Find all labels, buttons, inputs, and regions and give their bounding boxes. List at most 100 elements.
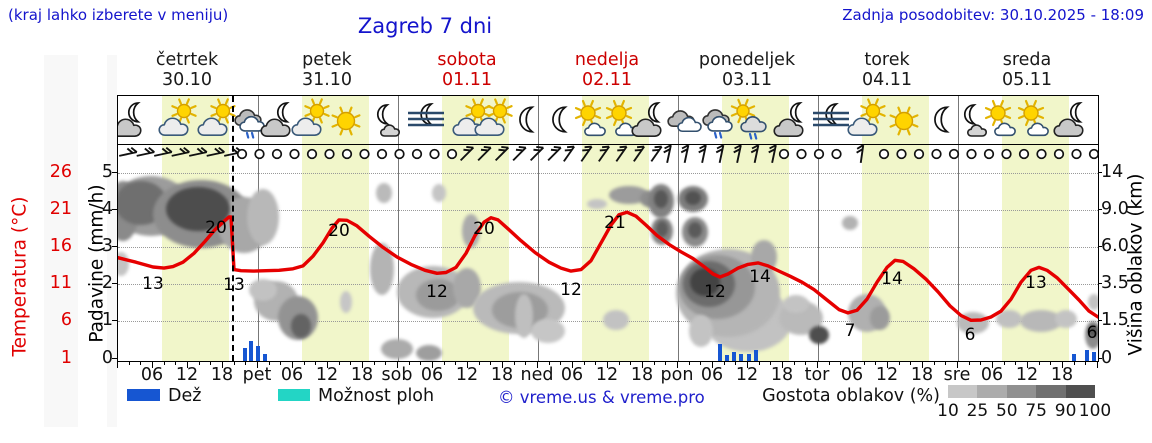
cloud-density-scale-value: 90 <box>1054 401 1077 421</box>
x-axis-label: 06 <box>840 365 864 385</box>
temperature-value-label: 6 <box>1086 323 1098 343</box>
precip-tick-label: 2 <box>101 273 113 294</box>
wind-barb-icon <box>494 145 510 162</box>
day-date: 04.11 <box>861 70 913 90</box>
wind-calm-icon <box>813 148 825 160</box>
x-axis-label: 18 <box>770 365 794 385</box>
temperature-value-label: 12 <box>704 282 726 302</box>
rain-bar <box>739 353 743 361</box>
x-tick <box>467 361 468 368</box>
wind-barb-icon <box>153 146 173 157</box>
wind-barb-icon <box>598 145 610 162</box>
day-header: sobota 01.11 <box>397 50 537 90</box>
x-tick <box>303 361 305 365</box>
x-tick <box>362 361 363 368</box>
wind-calm-icon <box>1001 148 1012 160</box>
x-tick <box>665 361 667 365</box>
weather-icon-moon-cloud <box>118 102 142 137</box>
day-name: sreda <box>1002 50 1052 70</box>
right-tick <box>1097 209 1102 211</box>
x-tick <box>828 361 830 365</box>
left-tick <box>112 246 117 248</box>
rain-bar <box>732 351 736 361</box>
x-tick <box>490 361 492 365</box>
x-tick <box>525 361 527 365</box>
copyright-link[interactable]: © vreme.us & vreme.pro <box>498 388 705 407</box>
x-axis-label: sob <box>381 365 413 385</box>
temperature-line <box>118 210 1098 322</box>
x-tick <box>852 361 853 368</box>
cloud-blob <box>689 315 713 347</box>
rain-bar <box>1072 353 1076 361</box>
cloud-blob <box>654 190 668 208</box>
wind-barb-icon <box>698 144 707 164</box>
wind-barb-icon <box>856 144 865 164</box>
cloud-blob <box>1020 310 1062 332</box>
day-header: torek 04.11 <box>817 50 957 90</box>
x-tick <box>350 361 352 365</box>
cloud-blob <box>515 294 533 338</box>
weather-icons-row <box>118 98 1098 164</box>
weather-icon-moon-small-cloud <box>963 104 987 137</box>
rain-bar <box>725 355 729 361</box>
wind-barb-icon <box>171 146 190 157</box>
wind-calm-icon <box>254 148 265 160</box>
temp-tick-label: 6 <box>60 310 72 331</box>
x-tick <box>560 361 562 365</box>
weather-icon-cloud-sun <box>197 98 236 136</box>
x-tick <box>910 361 912 365</box>
x-tick <box>327 361 328 368</box>
x-tick <box>140 361 142 365</box>
rain-legend-swatch <box>127 389 160 401</box>
x-tick <box>770 361 772 365</box>
x-axis-label: 12 <box>175 365 199 385</box>
wind-calm-icon <box>878 148 890 160</box>
wind-calm-icon <box>913 148 925 160</box>
cloud-blob <box>783 295 809 313</box>
day-separator <box>818 96 819 361</box>
x-tick <box>1003 361 1005 365</box>
precip-tick-label: 5 <box>101 162 113 183</box>
x-axis-label: 12 <box>875 365 899 385</box>
wind-calm-icon <box>796 148 807 160</box>
right-tick <box>1097 283 1102 285</box>
x-tick <box>712 361 713 368</box>
precip-tick-label: 3 <box>101 236 113 257</box>
cloud-blob <box>432 184 446 202</box>
temperature-value-label: 12 <box>426 282 448 302</box>
wind-barb-icon <box>547 145 562 162</box>
wind-calm-icon <box>306 148 318 160</box>
x-tick <box>595 361 597 365</box>
x-axis-label: ned <box>520 365 554 385</box>
day-separator <box>398 96 399 361</box>
cloud-density-step <box>1006 385 1037 398</box>
right-tick <box>1097 246 1102 248</box>
wind-calm-icon <box>1071 148 1082 160</box>
temperature-value-label: 20 <box>328 221 350 241</box>
cloud-blob <box>842 216 858 230</box>
x-tick <box>583 361 585 365</box>
wind-calm-icon <box>1053 148 1065 160</box>
wind-barb-icon <box>459 145 475 162</box>
wind-barb-icon <box>188 146 208 157</box>
day-name: nedelja <box>574 50 640 70</box>
x-tick <box>513 361 515 365</box>
cloud-blob <box>656 221 668 237</box>
x-tick <box>420 361 422 365</box>
weather-icon-sun-rain-cloud <box>730 98 767 140</box>
x-tick <box>992 361 993 368</box>
weather-icon-sun-small-cloud <box>1017 99 1049 137</box>
wind-calm-icon <box>289 148 300 160</box>
x-tick <box>1097 361 1098 368</box>
x-tick <box>210 361 212 365</box>
temperature-value-label: 7 <box>844 321 856 341</box>
cloud-density-step <box>977 385 1007 398</box>
cloud-blob <box>1055 310 1077 328</box>
day-header: petek 31.10 <box>257 50 397 90</box>
cloud-density-legend-label: Gostota oblakov (%) <box>762 386 940 406</box>
cloudh-tick-label: 14 <box>1101 162 1124 183</box>
x-tick <box>478 361 480 365</box>
day-header: sreda 05.11 <box>957 50 1097 90</box>
x-tick <box>630 361 632 365</box>
x-tick <box>863 361 865 365</box>
